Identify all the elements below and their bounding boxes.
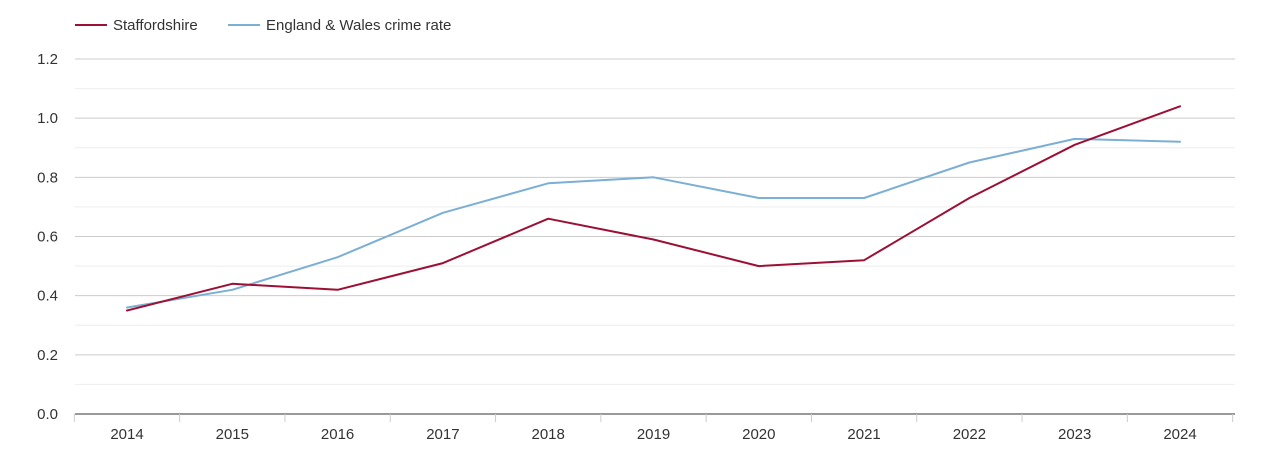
x-tick-label: 2018 bbox=[532, 426, 565, 443]
x-tick-label: 2023 bbox=[1058, 426, 1091, 443]
x-tick-label: 2021 bbox=[847, 426, 880, 443]
y-tick-label: 0.6 bbox=[37, 229, 58, 246]
x-tick-label: 2019 bbox=[637, 426, 670, 443]
series-line-staffordshire bbox=[126, 105, 1181, 312]
legend-label-staffordshire: Staffordshire bbox=[113, 17, 198, 34]
x-tick-label: 2024 bbox=[1163, 426, 1196, 443]
x-tick-label: 2016 bbox=[321, 426, 354, 443]
y-tick-label: 0.4 bbox=[37, 288, 58, 305]
x-tick-label: 2017 bbox=[426, 426, 459, 443]
x-tick-label: 2015 bbox=[216, 426, 249, 443]
axes: 0.0 0.2 0.4 0.6 0.8 1.0 1.2 2014 2015 2016 2017 201… bbox=[37, 51, 1235, 443]
legend-label-england-wales: England & Wales crime rate bbox=[266, 17, 451, 34]
x-tick-label: 2014 bbox=[110, 426, 143, 443]
grid-lines bbox=[75, 58, 1235, 385]
y-tick-label: 1.0 bbox=[37, 110, 58, 127]
series-lines bbox=[126, 105, 1181, 312]
x-tick-label: 2022 bbox=[953, 426, 986, 443]
y-tick-label: 0.2 bbox=[37, 347, 58, 364]
y-tick-label: 1.2 bbox=[37, 51, 58, 68]
y-tick-label: 0.0 bbox=[37, 406, 58, 423]
series-line-england-wales bbox=[126, 137, 1181, 309]
x-tick-label: 2020 bbox=[742, 426, 775, 443]
y-tick-label: 0.8 bbox=[37, 169, 58, 186]
legend: Staffordshire England & Wales crime rate bbox=[75, 17, 451, 34]
